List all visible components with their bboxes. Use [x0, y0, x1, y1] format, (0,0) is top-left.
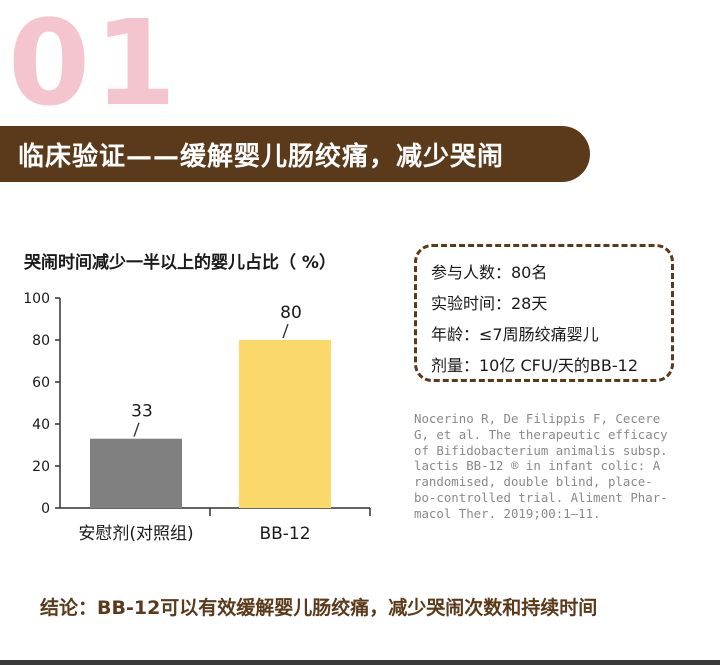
info-duration: 实验时间：28天 [431, 294, 548, 313]
bar-chart: 0 20 40 60 80 100 33 安慰剂(对照组) 80 BB-12 [23, 291, 371, 544]
citation-line: G, et al. The therapeutic efficacy [414, 426, 668, 442]
y-tick-label: 0 [41, 501, 50, 517]
x-category-label: BB-12 [259, 524, 310, 544]
y-tick-label: 20 [32, 459, 50, 475]
value-label: 33 [131, 402, 153, 422]
citation-line: lactis BB-12 ® in infant colic: A [414, 458, 661, 474]
citation-line: of Bifidobacterium animalis subsp. [414, 442, 668, 458]
info-participants: 参与人数：80名 [431, 263, 548, 282]
citation-line: bo-controlled trial. Aliment Phar- [414, 489, 668, 505]
y-tick-label: 100 [23, 291, 50, 307]
value-leader-line [282, 323, 289, 339]
info-age: 年龄：≤7周肠绞痛婴儿 [431, 325, 599, 344]
section-number: 01 [8, 0, 181, 132]
study-info-box: 参与人数：80名 实验时间：28天 年龄：≤7周肠绞痛婴儿 剂量：10亿 CFU… [414, 244, 674, 382]
x-category-label: 安慰剂(对照组) [78, 524, 193, 544]
citation: Nocerino R, De Filippis F, Cecere G, et … [414, 411, 676, 522]
chart-title: 哭闹时间减少一半以上的婴儿占比（ %） [24, 253, 336, 273]
value-leader-line [133, 422, 140, 437]
bar-bb12 [239, 340, 331, 508]
value-label: 80 [280, 303, 302, 323]
y-tick-label: 60 [32, 375, 50, 391]
banner-title: 临床验证——缓解婴儿肠绞痛，减少哭闹 [18, 141, 505, 172]
conclusion-text: 结论：BB-12可以有效缓解婴儿肠绞痛，减少哭闹次数和持续时间 [40, 597, 598, 619]
info-dose: 剂量：10亿 CFU/天的BB-12 [431, 356, 639, 375]
bottom-divider [0, 660, 720, 665]
citation-line: macol Ther. 2019;00:1–11. [414, 505, 601, 521]
citation-line: Nocerino R, De Filippis F, Cecere [414, 411, 661, 426]
y-tick-label: 40 [32, 417, 50, 433]
title-banner: 临床验证——缓解婴儿肠绞痛，减少哭闹 [0, 126, 590, 182]
bar-placebo [90, 438, 182, 508]
citation-line: randomised, double blind, place- [414, 474, 653, 490]
y-tick-label: 80 [32, 333, 50, 349]
